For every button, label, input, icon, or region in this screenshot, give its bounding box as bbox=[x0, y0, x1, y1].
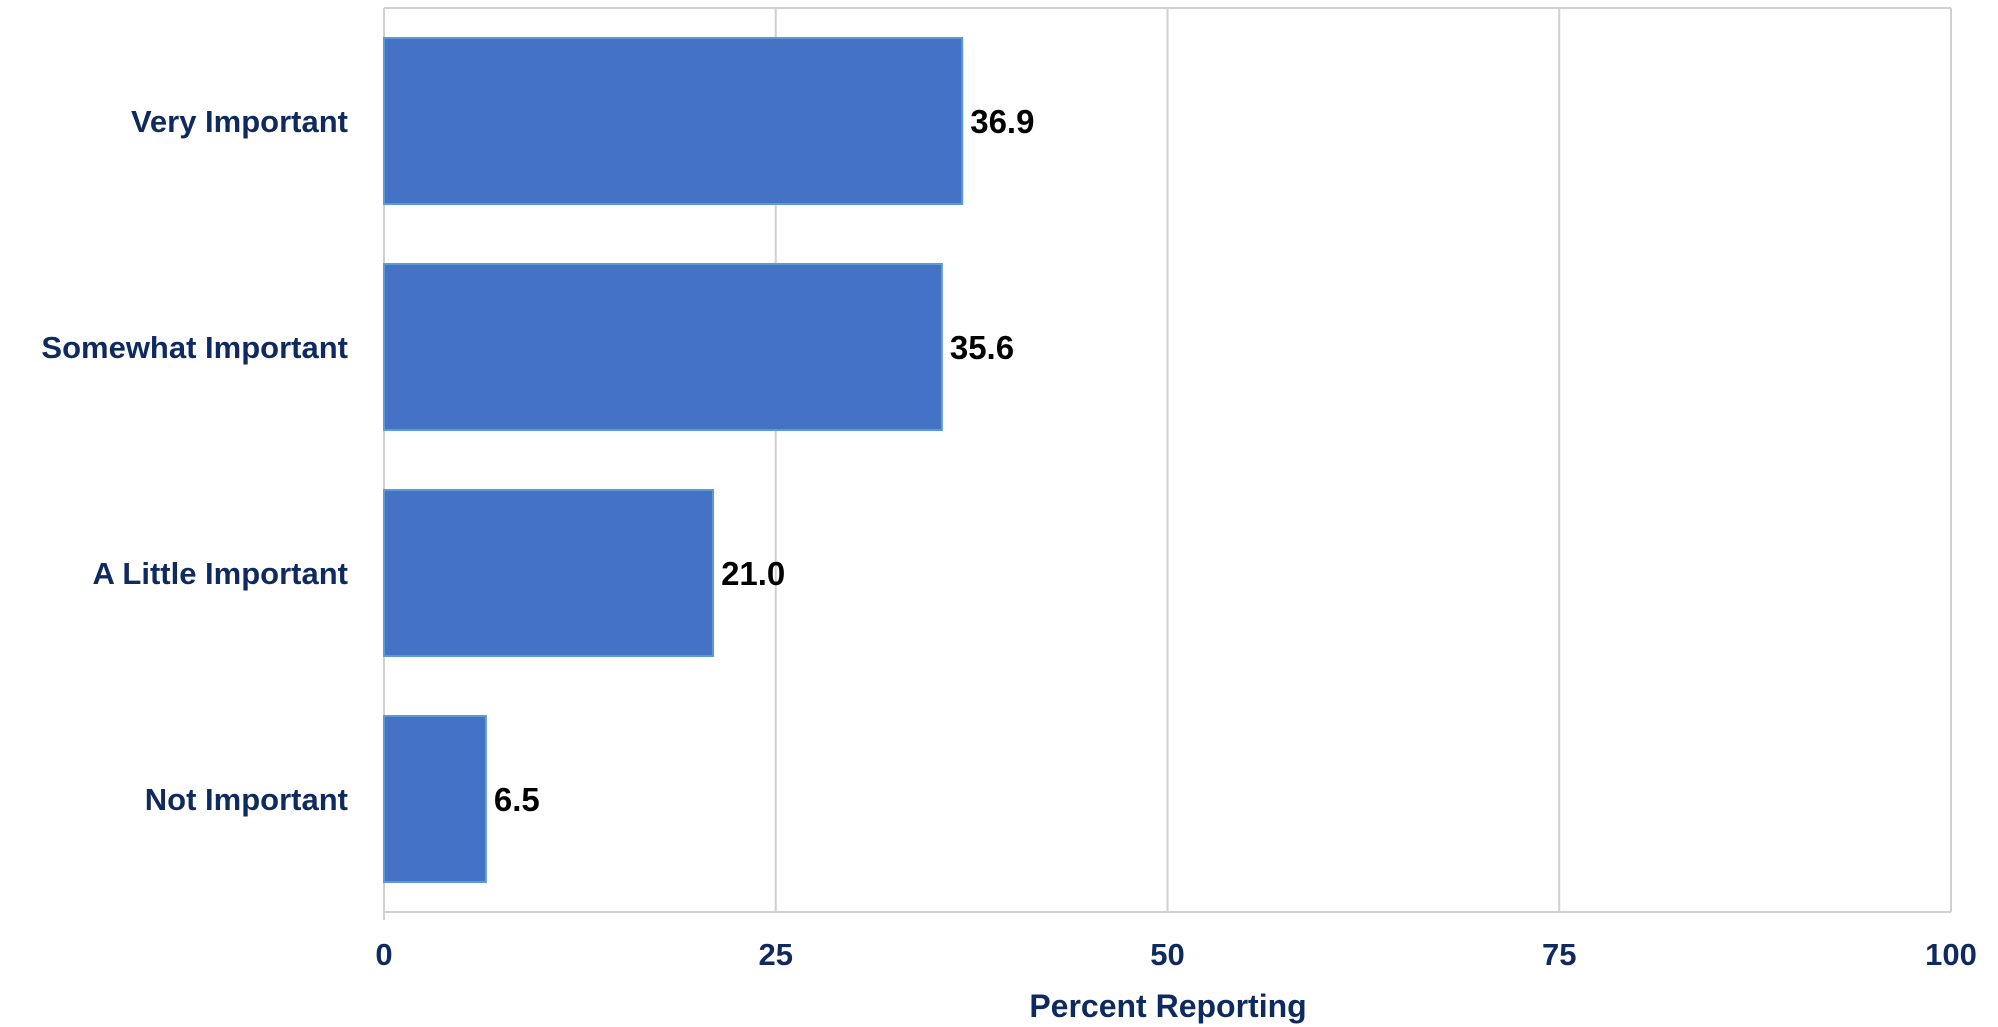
category-label-1: Somewhat Important bbox=[41, 330, 348, 365]
data-labels: 36.9 35.6 21.0 6.5 bbox=[494, 103, 1035, 818]
x-tick-label-0: 0 bbox=[375, 937, 392, 972]
x-tick-label-50: 50 bbox=[1150, 937, 1184, 972]
category-label-2: A Little Important bbox=[93, 556, 348, 591]
data-label-0: 36.9 bbox=[970, 103, 1034, 140]
bar-3 bbox=[383, 715, 487, 883]
bar-0 bbox=[383, 37, 964, 205]
x-tick-labels: 0 25 50 75 100 bbox=[375, 937, 1976, 972]
category-labels: Very Important Somewhat Important A Little… bbox=[41, 104, 348, 817]
category-label-3: Not Important bbox=[145, 782, 348, 817]
x-tick-label-25: 25 bbox=[759, 937, 793, 972]
x-tick-label-75: 75 bbox=[1542, 937, 1576, 972]
data-label-2: 21.0 bbox=[721, 555, 785, 592]
data-label-3: 6.5 bbox=[494, 781, 540, 818]
data-label-1: 35.6 bbox=[950, 329, 1014, 366]
bar-2 bbox=[383, 489, 715, 657]
bars bbox=[383, 37, 964, 883]
category-label-0: Very Important bbox=[131, 104, 348, 139]
bar-1 bbox=[383, 263, 943, 431]
x-tick-label-100: 100 bbox=[1925, 937, 1977, 972]
x-axis-title: Percent Reporting bbox=[1029, 988, 1306, 1024]
